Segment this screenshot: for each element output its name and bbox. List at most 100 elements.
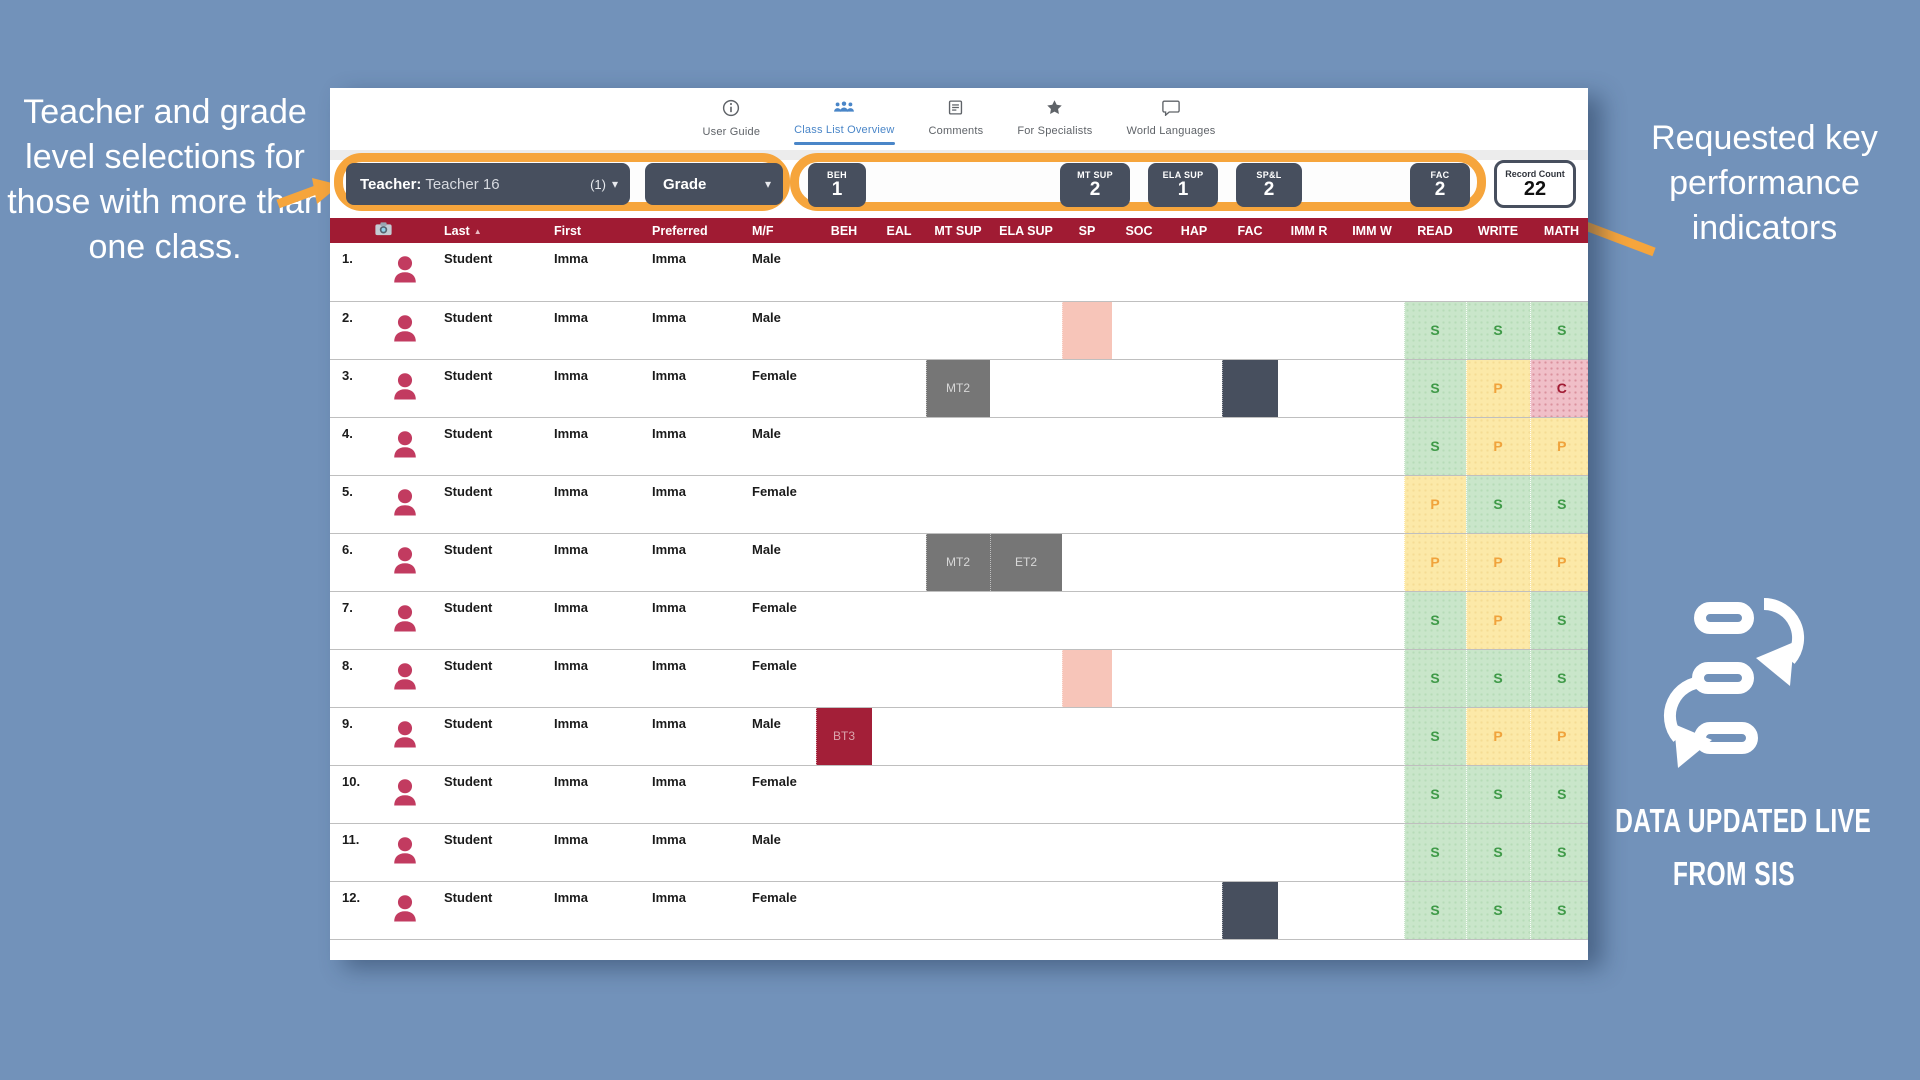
column-hap[interactable]: HAP [1166,218,1222,243]
column-ela-sup[interactable]: ELA SUP [990,218,1062,243]
cell-read: S [1403,823,1466,882]
column-mt-sup[interactable]: MT SUP [926,218,990,243]
cell-beh [815,765,872,824]
table-row[interactable]: 11. Student Imma Imma Male S S S [330,823,1588,882]
column-first[interactable]: First [546,218,644,243]
cell-mf: Female [744,765,816,824]
column-write[interactable]: WRITE [1466,218,1530,243]
tab-for-specialists[interactable]: For Specialists [1017,99,1092,146]
cell-imm-w [1339,823,1404,882]
column-beh[interactable]: BEH [816,218,872,243]
tab-comments[interactable]: Comments [929,99,984,146]
column-soc[interactable]: SOC [1112,218,1166,243]
cell-first: Imma [546,765,644,824]
cell-first: Imma [546,707,644,766]
cell-read: S [1403,881,1466,940]
cell-preferred: Imma [644,707,744,766]
table-row[interactable]: 1. Student Imma Imma Male [330,243,1588,302]
cell-fac [1221,591,1278,650]
column-fac[interactable]: FAC [1222,218,1278,243]
column-mf[interactable]: M/F [744,218,816,243]
cell-fac [1221,765,1278,824]
table-row[interactable]: 10. Student Imma Imma Female S S S [330,765,1588,824]
cell-ela-sup: ET2 [989,533,1062,592]
column-photo[interactable] [330,218,436,243]
cell-eal [871,591,926,650]
cell-hap [1165,417,1222,476]
cell-soc [1111,707,1166,766]
table-row[interactable]: 5. Student Imma Imma Female P S S [330,475,1588,534]
table-row[interactable]: 4. Student Imma Imma Male S P P [330,417,1588,476]
cell-ela-sup [989,765,1062,824]
table-row[interactable]: 3. Student Imma Imma Female MT2 S P C [330,359,1588,418]
cell-eal [871,533,926,592]
student-table-body: 1. Student Imma Imma Male 2. Student Imm… [330,243,1588,940]
cell-imm-w [1339,359,1404,418]
cell-eal [871,243,926,302]
column-math[interactable]: MATH [1530,218,1588,243]
table-row[interactable]: 12. Student Imma Imma Female S S S [330,881,1588,940]
column-last[interactable]: Last ▲ [436,218,546,243]
student-avatar [374,533,436,592]
column-eal[interactable]: EAL [872,218,926,243]
kpi-chip-mt-sup[interactable]: MT SUP 2 [1060,163,1130,207]
people-icon [833,99,855,120]
cell-eal [871,301,926,360]
cell-mt-sup [925,823,990,882]
speech-bubble-icon [1162,99,1180,121]
table-row[interactable]: 8. Student Imma Imma Female S S S [330,649,1588,708]
cell-preferred: Imma [644,359,744,418]
table-row[interactable]: 2. Student Imma Imma Male S S S [330,301,1588,360]
cell-last: Student [436,301,546,360]
kpi-chip-spl[interactable]: SP&L 2 [1236,163,1302,207]
table-row[interactable]: 6. Student Imma Imma Male MT2 ET2 P P P [330,533,1588,592]
tab-user-guide[interactable]: User Guide [703,99,761,147]
teacher-select[interactable]: Teacher: Teacher 16 (1) ▾ [346,163,630,205]
table-row[interactable]: 7. Student Imma Imma Female S P S [330,591,1588,650]
row-number: 10. [330,765,374,824]
cell-hap [1165,533,1222,592]
cell-soc [1111,301,1166,360]
cell-hap [1165,301,1222,360]
column-imm-w[interactable]: IMM W [1340,218,1404,243]
cell-mt-sup [925,591,990,650]
cell-mf: Female [744,649,816,708]
cell-mt-sup: MT2 [925,359,990,418]
cell-ela-sup [989,649,1062,708]
cell-first: Imma [546,591,644,650]
tab-world-languages[interactable]: World Languages [1126,99,1215,146]
cell-imm-r [1277,417,1340,476]
cell-eal [871,359,926,418]
cell-imm-r [1277,243,1340,302]
cell-eal [871,707,926,766]
cell-hap [1165,765,1222,824]
cell-write: P [1465,591,1530,650]
column-sp[interactable]: SP [1062,218,1112,243]
kpi-chip-beh[interactable]: BEH 1 [808,163,866,207]
cell-last: Student [436,765,546,824]
column-preferred[interactable]: Preferred [644,218,744,243]
cell-beh [815,591,872,650]
student-avatar [374,591,436,650]
tab-class-list-overview[interactable]: Class List Overview [794,99,894,145]
cell-beh [815,649,872,708]
cell-mt-sup [925,649,990,708]
cell-mf: Female [744,591,816,650]
kpi-chip-ela-sup[interactable]: ELA SUP 1 [1148,163,1218,207]
cell-hap [1165,881,1222,940]
cell-beh [815,881,872,940]
cell-preferred: Imma [644,417,744,476]
table-row[interactable]: 9. Student Imma Imma Male BT3 S P P [330,707,1588,766]
cell-ela-sup [989,881,1062,940]
cell-ela-sup [989,475,1062,534]
kpi-chip-fac[interactable]: FAC 2 [1410,163,1470,207]
live-badge-line2: FROM SIS [1672,855,1796,893]
column-read[interactable]: READ [1404,218,1466,243]
grade-select[interactable]: Grade ▾ [645,163,783,205]
cell-soc [1111,417,1166,476]
cell-eal [871,417,926,476]
cell-ela-sup [989,823,1062,882]
cell-fac [1221,359,1278,418]
column-imm-r[interactable]: IMM R [1278,218,1340,243]
cell-imm-r [1277,533,1340,592]
